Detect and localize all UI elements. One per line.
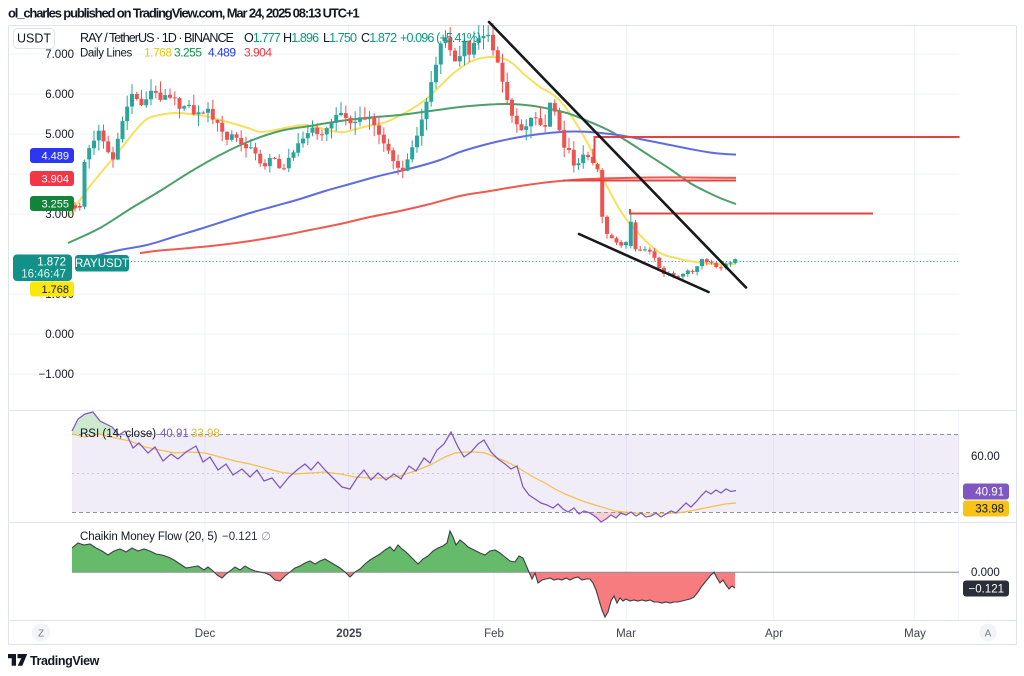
svg-text:∅: ∅: [261, 531, 271, 543]
svg-text:Dec: Dec: [195, 628, 216, 640]
svg-text:3.904: 3.904: [244, 46, 272, 60]
svg-text:Feb: Feb: [484, 628, 504, 640]
svg-text:USDT: USDT: [17, 32, 51, 46]
svg-text:7.000: 7.000: [45, 49, 74, 61]
svg-text:Chaikin Money Flow (20, 5): Chaikin Money Flow (20, 5): [80, 531, 218, 543]
svg-text:RAYUSDT: RAYUSDT: [75, 258, 129, 270]
svg-text:−0.121: −0.121: [222, 531, 258, 543]
svg-text:3.904: 3.904: [41, 174, 69, 186]
svg-text:1.872: 1.872: [37, 257, 66, 269]
svg-text:6.000: 6.000: [45, 89, 74, 101]
svg-text:0.000: 0.000: [45, 329, 74, 341]
svg-text:0.000: 0.000: [971, 567, 1000, 579]
svg-text:RAY / TetherUS · 1D · BINANCE: RAY / TetherUS · 1D · BINANCE: [80, 31, 234, 45]
svg-text:TradingView: TradingView: [30, 654, 100, 668]
svg-text:L1.750: L1.750: [323, 31, 357, 45]
svg-text:May: May: [904, 628, 926, 640]
svg-text:4.489: 4.489: [41, 151, 69, 163]
svg-text:33.98: 33.98: [191, 428, 220, 440]
svg-text:Mar: Mar: [616, 628, 636, 640]
svg-text:40.91: 40.91: [975, 487, 1004, 499]
svg-text:Z: Z: [38, 629, 44, 640]
svg-text:O1.777: O1.777: [244, 31, 281, 45]
svg-text:H1.896: H1.896: [283, 31, 319, 45]
svg-text:33.98: 33.98: [975, 504, 1004, 516]
svg-text:1.768: 1.768: [41, 284, 69, 296]
svg-text:C1.872: C1.872: [361, 31, 397, 45]
svg-text:−1.000: −1.000: [39, 369, 75, 381]
svg-text:3.000: 3.000: [45, 209, 74, 221]
svg-text:5.000: 5.000: [45, 129, 74, 141]
svg-text:3.255: 3.255: [174, 46, 202, 60]
svg-text:3.255: 3.255: [41, 199, 69, 211]
svg-text:16:46:47: 16:46:47: [21, 269, 66, 281]
svg-text:A: A: [985, 629, 992, 640]
svg-text:+0.096 (+5.41%): +0.096 (+5.41%): [400, 31, 481, 45]
svg-text:−0.121: −0.121: [969, 584, 1005, 596]
svg-text:1.768: 1.768: [144, 46, 172, 60]
svg-text:4.489: 4.489: [208, 46, 236, 60]
svg-text:40.91: 40.91: [160, 428, 189, 440]
svg-text:ol_charles published on Tradin: ol_charles published on TradingView.com,…: [8, 6, 359, 21]
svg-text:Daily Lines: Daily Lines: [80, 48, 132, 60]
svg-text:60.00: 60.00: [971, 451, 1000, 463]
svg-text:RSI (14, close): RSI (14, close): [80, 428, 156, 440]
svg-text:2025: 2025: [336, 628, 362, 640]
svg-text:Apr: Apr: [765, 628, 783, 640]
